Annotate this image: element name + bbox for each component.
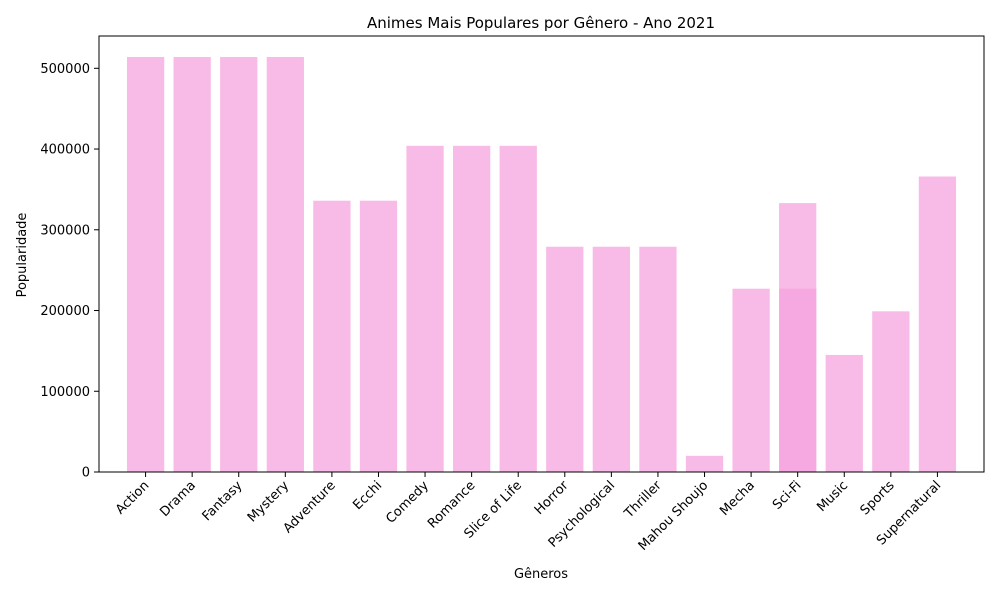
chart-title: Animes Mais Populares por Gênero - Ano 2…	[367, 14, 715, 32]
bar-mecha	[732, 288, 770, 472]
bar-drama	[173, 56, 211, 473]
bar-music	[825, 354, 863, 472]
x-axis-title: Gêneros	[514, 567, 568, 582]
bars-layer	[126, 56, 957, 473]
bar-sci-fi-series-2	[779, 203, 817, 472]
y-tick-label: 500000	[40, 62, 90, 77]
x-tick-label: Thriller	[621, 478, 665, 522]
y-tick-label: 300000	[40, 223, 90, 238]
y-tick-label: 200000	[40, 304, 90, 319]
bar-ecchi	[359, 200, 398, 472]
y-axis-ticks: 0 100000 200000 300000 400000 500000	[40, 62, 99, 481]
bar-horror	[546, 246, 584, 472]
bar-mahou-shoujo	[685, 455, 724, 472]
y-axis-title: Popularidade	[15, 213, 30, 298]
bar-comedy	[406, 145, 444, 472]
x-tick-label: Mecha	[717, 478, 758, 519]
x-tick-label: Horror	[532, 478, 572, 518]
bar-supernatural	[918, 176, 957, 472]
bar-thriller	[639, 246, 677, 472]
bar-psychological	[592, 246, 630, 472]
x-tick-label: Fantasy	[200, 478, 246, 524]
x-tick-label: Mystery	[245, 478, 292, 525]
x-tick-label: Music	[814, 478, 851, 515]
x-tick-label: Ecchi	[350, 478, 385, 513]
bar-mystery	[266, 56, 304, 473]
bar-romance	[453, 145, 491, 472]
x-tick-label: Drama	[157, 478, 199, 520]
plot-frame	[98, 35, 985, 473]
bar-adventure	[313, 200, 351, 472]
bar-slice-of-life	[499, 145, 537, 472]
bar-sports	[872, 311, 910, 472]
x-tick-label: Sports	[858, 478, 898, 518]
y-tick-label: 100000	[40, 385, 90, 400]
bar-fantasy	[220, 56, 258, 473]
bar-action	[126, 56, 165, 473]
y-tick-label: 0	[82, 466, 90, 481]
x-tick-label: Sci-Fi	[770, 478, 805, 513]
x-tick-label: Comedy	[383, 478, 432, 527]
x-tick-label: Action	[113, 478, 152, 517]
y-tick-label: 400000	[40, 143, 90, 158]
